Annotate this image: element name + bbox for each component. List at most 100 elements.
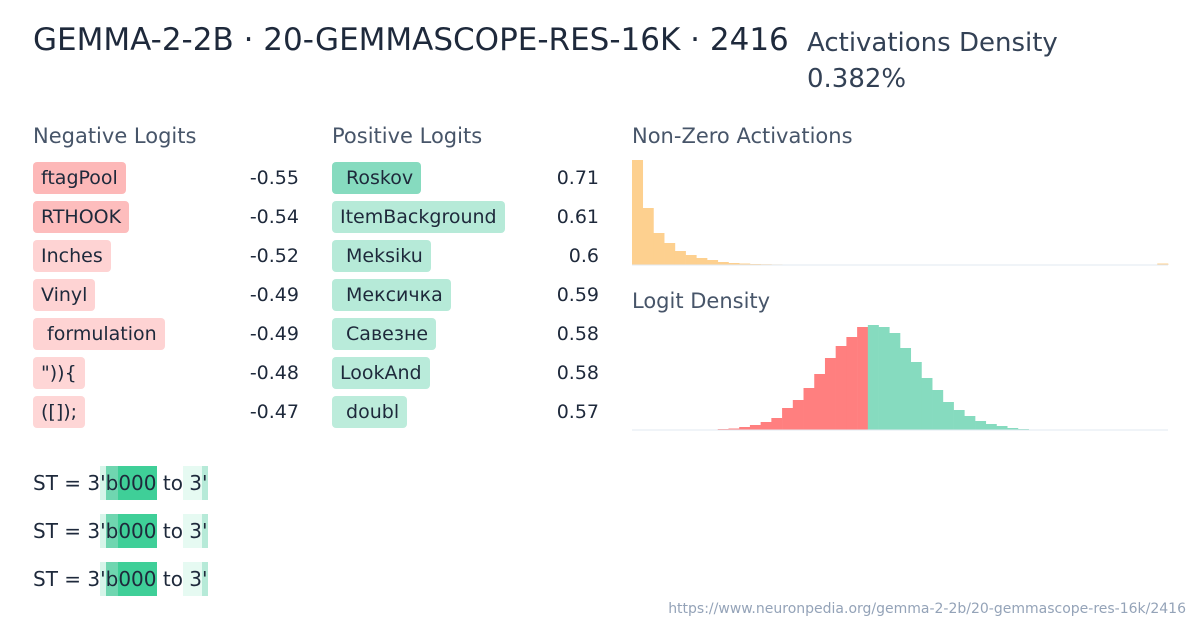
token-chip: Vinyl	[33, 279, 96, 311]
activations-header: Non-Zero Activations	[632, 124, 853, 148]
example-token: 000	[118, 466, 157, 500]
logit-value: -0.55	[249, 167, 299, 189]
logit-value: 0.59	[556, 284, 599, 306]
example-row: ST = 3'b000 to 3'	[33, 562, 208, 596]
histogram-bar	[685, 255, 697, 265]
density-value: 0.382%	[807, 64, 907, 94]
histogram-bar	[717, 262, 729, 265]
logit-value: -0.52	[249, 245, 299, 267]
logit-value: 0.71	[556, 167, 599, 189]
histogram-bar	[771, 418, 783, 430]
histogram-bar	[674, 251, 686, 265]
histogram-bar	[739, 427, 751, 430]
example-token: '	[100, 562, 106, 596]
example-token: to	[156, 519, 183, 543]
histogram-bar	[996, 426, 1008, 430]
histogram-bar	[900, 348, 912, 430]
logit-value: 0.58	[556, 323, 599, 345]
histogram-bar	[696, 258, 708, 265]
example-token: 3	[182, 466, 203, 500]
histogram-bar	[642, 208, 654, 265]
token-chip: RTHOOK	[33, 201, 130, 233]
histogram-bar	[782, 408, 794, 430]
histogram-bar	[953, 410, 965, 430]
histogram-bar	[889, 333, 901, 430]
footer-url: https://www.neuronpedia.org/gemma-2-2b/2…	[668, 601, 1186, 617]
example-token: '	[100, 466, 106, 500]
histogram-bar	[739, 263, 751, 265]
histogram-bar	[728, 428, 740, 430]
token-chip: LookAnd	[332, 357, 430, 389]
histogram-bar	[932, 390, 944, 430]
example-token: 3	[81, 471, 101, 495]
histogram-bar	[835, 346, 847, 430]
example-token: '	[202, 562, 208, 596]
histogram-bar	[749, 425, 761, 430]
histogram-bar	[846, 337, 858, 430]
token-chip: Roskov	[332, 162, 422, 194]
logit-header: Logit Density	[632, 289, 771, 313]
histogram-bar	[867, 325, 879, 430]
example-token: '	[100, 514, 106, 548]
example-token: to	[156, 567, 183, 591]
positive-header: Positive Logits	[332, 124, 483, 148]
histogram-bar	[653, 233, 665, 265]
example-row: ST = 3'b000 to 3'	[33, 466, 208, 500]
example-token: '	[202, 466, 208, 500]
logit-value: -0.48	[249, 362, 299, 384]
token-chip: ItemBackground	[332, 201, 505, 233]
token-chip: ([]);	[33, 396, 86, 428]
logit-value: 0.61	[556, 206, 599, 228]
histogram-bar	[942, 402, 954, 430]
token-chip: Мексичка	[332, 279, 451, 311]
logit-value: -0.49	[249, 284, 299, 306]
token-chip: Inches	[33, 240, 111, 272]
example-token: to	[156, 471, 183, 495]
example-token: ST =	[33, 519, 82, 543]
histogram-bar	[1157, 263, 1169, 265]
logit-value: 0.57	[556, 401, 599, 423]
histogram-bar	[910, 362, 922, 430]
token-chip: ftagPool	[33, 162, 126, 194]
example-token: b	[105, 562, 119, 596]
example-token: ST =	[33, 471, 82, 495]
logit-value: 0.58	[556, 362, 599, 384]
histogram-bar	[632, 160, 644, 265]
histogram-bar	[878, 327, 890, 430]
histogram-bar	[760, 422, 772, 430]
token-chip: Савезне	[332, 318, 437, 350]
example-token: b	[105, 466, 119, 500]
histogram-bar	[814, 374, 826, 430]
histogram-bar	[964, 416, 976, 430]
logit-value: 0.6	[568, 245, 599, 267]
token-chip: formulation	[33, 318, 165, 350]
token-chip: Meksiku	[332, 240, 431, 272]
histogram-bar	[921, 378, 933, 430]
logit-value: -0.54	[249, 206, 299, 228]
token-chip: ")){	[33, 357, 85, 389]
example-token: 3	[182, 514, 203, 548]
example-row: ST = 3'b000 to 3'	[33, 514, 208, 548]
histogram-bar	[792, 400, 804, 430]
example-token: ST =	[33, 567, 82, 591]
logit-value: -0.47	[249, 401, 299, 423]
density-label: Activations Density	[807, 28, 1058, 58]
title: GEMMA-2-2B · 20-GEMMASCOPE-RES-16K · 241…	[33, 22, 789, 58]
histogram-bar	[985, 424, 997, 430]
histogram-bar	[857, 327, 869, 430]
example-token: 3	[182, 562, 203, 596]
example-token: 3	[81, 519, 101, 543]
histogram-bar	[707, 260, 719, 265]
histogram-bar	[975, 421, 987, 430]
example-token: 000	[118, 562, 157, 596]
histogram-bar	[1007, 428, 1019, 430]
example-token: '	[202, 514, 208, 548]
example-token: 3	[81, 567, 101, 591]
negative-header: Negative Logits	[33, 124, 197, 148]
histogram-bar	[803, 388, 815, 430]
example-token: 000	[118, 514, 157, 548]
histogram-bar	[824, 358, 836, 430]
token-chip: doubl	[332, 396, 408, 428]
